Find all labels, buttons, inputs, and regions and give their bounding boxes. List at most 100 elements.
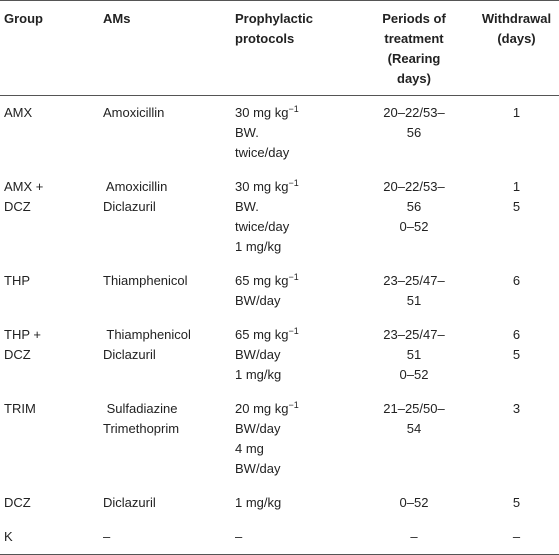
cell-ams-line: Thiamphenicol [103, 273, 188, 288]
cell-period: 0–52 [354, 486, 474, 520]
cell-period-line: 0–52 [399, 219, 429, 234]
table-row: DCZ Diclazuril 1 mg/kg 0–52 5 [0, 486, 559, 520]
cell-period-line: 23–25/47– [383, 327, 445, 342]
cell-ams-line: Sulfadiazine [103, 401, 178, 416]
cell-withdrawal-line: 6 [512, 327, 521, 342]
cell-ams-line: Diclazuril [103, 199, 156, 214]
cell-withdrawal-line: 6 [512, 273, 521, 288]
cell-period: – [354, 520, 474, 555]
table-row: THP Thiamphenicol 65 mg kg−1 BW/day 23–25/47… [0, 264, 559, 318]
header-row: Group AMs Prophylactic protocols Periods… [0, 0, 559, 96]
cell-protocol: 30 mg kg−1 BW. twice/day 1 mg/kg [233, 170, 354, 264]
cell-period: 20–22/53– 56 [354, 96, 474, 171]
table-row: AMX + DCZ Amoxicillin Diclazuril 30 mg kg−1… [0, 170, 559, 264]
cell-period-line: 20–22/53– [383, 179, 445, 194]
cell-period-line: 54 [406, 421, 422, 436]
cell-period-line: 51 [406, 293, 422, 308]
cell-period: 23–25/47– 51 [354, 264, 474, 318]
cell-protocol-line: BW. [235, 125, 259, 140]
cell-protocol: 65 mg kg−1 BW/day [233, 264, 354, 318]
cell-protocol-line: BW/day [235, 461, 281, 476]
cell-period-line: 21–25/50– [383, 401, 445, 416]
cell-ams-line: Diclazuril [103, 347, 156, 362]
cell-protocol-line: 1 mg/kg [235, 495, 282, 510]
cell-withdrawal-line: 1 [512, 179, 521, 194]
cell-protocol-line: twice/day [235, 145, 290, 160]
cell-protocol: 20 mg kg−1 BW/day 4 mg BW/day [233, 392, 354, 486]
cell-ams-line: – [103, 529, 111, 544]
cell-group: THP + DCZ [0, 318, 101, 392]
cell-group-line: AMX [4, 105, 33, 120]
table-row: THP + DCZ Thiamphenicol Diclazuril 65 mg kg… [0, 318, 559, 392]
table-row: TRIM Sulfadiazine Trimethoprim 20 mg kg−1 B… [0, 392, 559, 486]
cell-protocol-line: 1 mg/kg [235, 367, 282, 382]
unit-exponent: −1 [288, 400, 299, 410]
cell-ams-line: Thiamphenicol [103, 327, 191, 342]
cell-group: AMX + DCZ [0, 170, 101, 264]
cell-period-line: 0–52 [399, 367, 429, 382]
cell-ams: Amoxicillin Diclazuril [101, 170, 233, 264]
cell-period-line: 51 [406, 347, 422, 362]
cell-period-line: 56 [406, 199, 422, 214]
cell-protocol: 1 mg/kg [233, 486, 354, 520]
cell-withdrawal-line: 5 [512, 495, 521, 510]
cell-withdrawal-line: 3 [512, 401, 521, 416]
cell-group: AMX [0, 96, 101, 171]
table-row: K – – – – [0, 520, 559, 555]
cell-protocol-line: 65 mg kg−1 [235, 326, 299, 343]
header-withdrawal: Withdrawal (days) [481, 11, 552, 46]
cell-group: DCZ [0, 486, 101, 520]
cell-period-line: 23–25/47– [383, 273, 445, 288]
unit-exponent: −1 [288, 272, 299, 282]
table-header: Group AMs Prophylactic protocols Periods… [0, 0, 559, 96]
cell-protocol-line: 4 mg [235, 441, 264, 456]
cell-period-line: 0–52 [399, 495, 429, 510]
cell-group-line: K [4, 529, 13, 544]
cell-withdrawal-line: 5 [512, 347, 521, 362]
cell-ams: Thiamphenicol [101, 264, 233, 318]
cell-ams-line: Amoxicillin [103, 179, 168, 194]
cell-protocol: 65 mg kg−1 BW/day 1 mg/kg [233, 318, 354, 392]
cell-group: TRIM [0, 392, 101, 486]
cell-ams-line: Amoxicillin [103, 105, 165, 120]
cell-protocol-line: twice/day [235, 219, 290, 234]
cell-protocol-line: BW. [235, 199, 259, 214]
cell-protocol-line: BW/day [235, 421, 281, 436]
table-row: AMX Amoxicillin 30 mg kg−1 BW. twice/day 20–2… [0, 96, 559, 171]
cell-withdrawal-line: – [512, 529, 521, 544]
cell-period: 21–25/50– 54 [354, 392, 474, 486]
unit-exponent: −1 [288, 104, 299, 114]
cell-withdrawal: 3 [474, 392, 559, 486]
cell-protocol-line: – [235, 529, 243, 544]
cell-ams-line: Trimethoprim [103, 421, 180, 436]
cell-group-line: DCZ [4, 347, 31, 362]
cell-group-line: TRIM [4, 401, 36, 416]
cell-protocol-line: 20 mg kg−1 [235, 400, 299, 417]
cell-ams: Amoxicillin [101, 96, 233, 171]
cell-group: THP [0, 264, 101, 318]
header-group: Group [4, 11, 43, 26]
cell-ams: Diclazuril [101, 486, 233, 520]
cell-group-line: AMX + [4, 179, 44, 194]
cell-ams: Thiamphenicol Diclazuril [101, 318, 233, 392]
cell-protocol-line: BW/day [235, 347, 281, 362]
cell-period-line: 20–22/53– [383, 105, 445, 120]
header-ams: AMs [103, 11, 131, 26]
table-body: AMX Amoxicillin 30 mg kg−1 BW. twice/day 20–2… [0, 96, 559, 555]
cell-withdrawal-line: 1 [512, 105, 521, 120]
cell-ams: – [101, 520, 233, 555]
cell-ams-line: Diclazuril [103, 495, 156, 510]
unit-exponent: −1 [288, 326, 299, 336]
header-periods: Periods of treatment (Rearing days) [382, 11, 446, 86]
cell-period-line: 56 [406, 125, 422, 140]
cell-group-line: THP + [4, 327, 41, 342]
cell-protocol-line: BW/day [235, 293, 281, 308]
cell-withdrawal: 5 [474, 486, 559, 520]
cell-withdrawal-line: 5 [512, 199, 521, 214]
cell-group-line: DCZ [4, 199, 31, 214]
unit-exponent: −1 [288, 178, 299, 188]
cell-protocol-line: 30 mg kg−1 [235, 178, 299, 195]
